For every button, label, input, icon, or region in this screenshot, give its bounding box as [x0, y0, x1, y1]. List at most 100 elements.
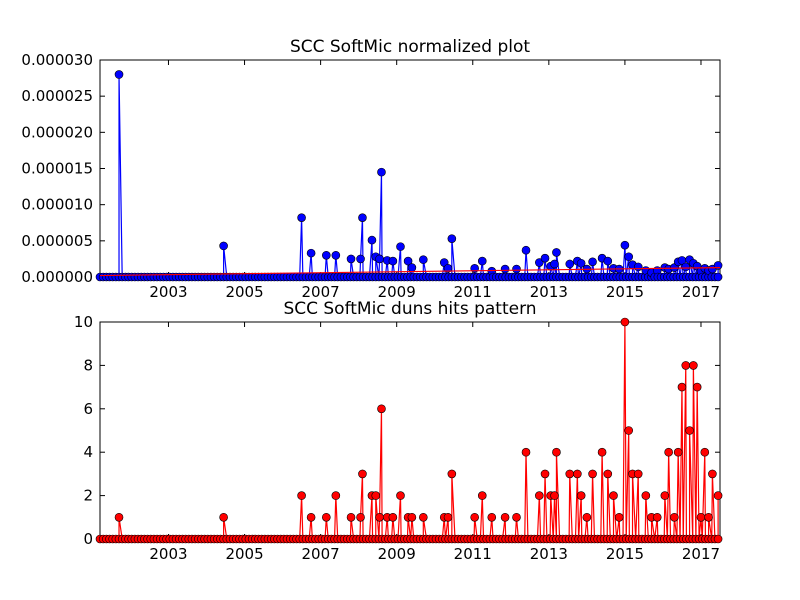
- duns-data-point: [677, 382, 687, 392]
- duns-y-tick-label: 0: [83, 530, 93, 548]
- duns-data-point: [419, 512, 428, 522]
- duns-data-point: [358, 469, 367, 479]
- duns-data-point: [552, 447, 561, 457]
- duns-data-point: [713, 491, 723, 500]
- duns-data-point: [477, 491, 487, 500]
- duns-x-tick-label: 2003: [149, 545, 187, 563]
- duns-data-point: [588, 469, 597, 479]
- normalized-x-tick-label: 2005: [225, 283, 263, 301]
- duns-x-tick-label: 2017: [682, 545, 720, 563]
- duns-data-point: [377, 404, 386, 414]
- normalized-data-point: [114, 70, 124, 79]
- normalized-data-point: [521, 245, 531, 255]
- duns-data-point: [297, 491, 306, 500]
- normalized-series-line-1: [99, 267, 721, 277]
- duns-x-tick-label: 2015: [606, 545, 644, 563]
- normalized-data-point: [713, 272, 723, 282]
- normalized-data-point: [443, 264, 453, 273]
- duns-x-tick-label: 2005: [225, 545, 263, 563]
- normalized-y-tick-label: 0.000015: [21, 160, 93, 178]
- normalized-x-tick-label: 2011: [454, 283, 492, 301]
- normalized-data-point: [535, 258, 544, 267]
- duns-data-point: [487, 512, 497, 522]
- normalized-plot-title: SCC SoftMic normalized plot: [290, 37, 530, 57]
- normalized-data-point: [356, 254, 365, 264]
- duns-data-point: [609, 491, 618, 500]
- duns-x-tick-label: 2011: [454, 545, 492, 563]
- normalized-x-tick-label: 2013: [530, 283, 568, 301]
- normalized-y-tick-label: 0.000010: [21, 196, 93, 214]
- duns-data-point: [713, 534, 723, 544]
- duns-data-point: [219, 512, 228, 522]
- duns-data-point: [652, 512, 662, 522]
- duns-data-point: [388, 512, 398, 522]
- duns-data-point: [512, 512, 521, 522]
- duns-data-point: [685, 426, 694, 435]
- normalized-data-point: [477, 256, 487, 266]
- normalized-x-tick-label: 2015: [606, 283, 644, 301]
- normalized-data-point: [219, 241, 228, 251]
- normalized-data-point: [540, 253, 550, 263]
- normalized-data-point: [403, 256, 413, 266]
- duns-data-point: [614, 512, 624, 522]
- normalized-data-point: [552, 248, 561, 257]
- normalized-data-point: [297, 213, 306, 222]
- duns-data-point: [620, 317, 630, 327]
- duns-data-point: [708, 469, 717, 479]
- duns-data-point: [521, 447, 531, 457]
- normalized-plot-axes-frame: [99, 59, 721, 278]
- normalized-x-tick-label: 2017: [682, 283, 720, 301]
- duns-data-point: [603, 469, 613, 479]
- normalized-x-tick-label: 2009: [378, 283, 416, 301]
- normalized-data-point: [322, 251, 331, 260]
- duns-data-point: [500, 512, 510, 522]
- normalized-plot-series: [95, 70, 723, 282]
- duns-y-tick-label: 6: [83, 400, 93, 418]
- normalized-plot-chart: SCC SoftMic normalized plot 2003 2005 2007…: [21, 37, 723, 301]
- normalized-data-point: [576, 258, 586, 268]
- duns-data-point: [306, 512, 316, 522]
- duns-data-point: [407, 512, 417, 522]
- duns-data-point: [664, 447, 673, 457]
- duns-data-point: [540, 469, 550, 479]
- normalized-y-tick-label: 0.000030: [21, 51, 93, 69]
- duns-data-point: [371, 491, 381, 500]
- normalized-data-point: [396, 242, 405, 251]
- normalized-data-point: [306, 248, 316, 258]
- duns-data-point: [704, 512, 713, 522]
- duns-data-point: [582, 512, 592, 522]
- duns-hits-axes-frame: [99, 321, 721, 540]
- duns-data-point: [573, 469, 582, 479]
- normalized-data-point: [331, 251, 341, 260]
- normalized-data-point: [375, 254, 384, 264]
- duns-x-tick-label: 2009: [378, 545, 416, 563]
- duns-data-point: [470, 512, 479, 522]
- normalized-data-point: [624, 252, 634, 262]
- normalized-data-point: [633, 262, 643, 272]
- normalized-data-point: [550, 259, 559, 269]
- duns-data-point: [346, 512, 356, 522]
- normalized-data-point: [367, 235, 377, 245]
- normalized-data-point: [500, 264, 510, 274]
- duns-data-point: [447, 469, 457, 479]
- duns-data-point: [331, 491, 341, 500]
- duns-y-tick-label: 8: [83, 356, 93, 374]
- duns-data-point: [375, 512, 384, 522]
- duns-data-point: [641, 491, 651, 500]
- duns-data-point: [356, 512, 365, 522]
- duns-x-tick-label: 2013: [530, 545, 568, 563]
- normalized-data-point: [346, 254, 356, 264]
- normalized-data-point: [603, 256, 613, 266]
- normalized-y-tick-label: 0.000025: [21, 87, 93, 105]
- normalized-data-point: [388, 256, 398, 266]
- duns-data-point: [565, 469, 575, 479]
- duns-data-point: [396, 491, 405, 500]
- duns-data-point: [597, 447, 607, 457]
- normalized-data-point: [681, 262, 691, 272]
- duns-data-point: [114, 512, 124, 522]
- normalized-data-point: [512, 264, 521, 274]
- duns-data-point: [700, 447, 710, 457]
- duns-data-point: [550, 491, 559, 500]
- normalized-y-tick-label: 0.000020: [21, 123, 93, 141]
